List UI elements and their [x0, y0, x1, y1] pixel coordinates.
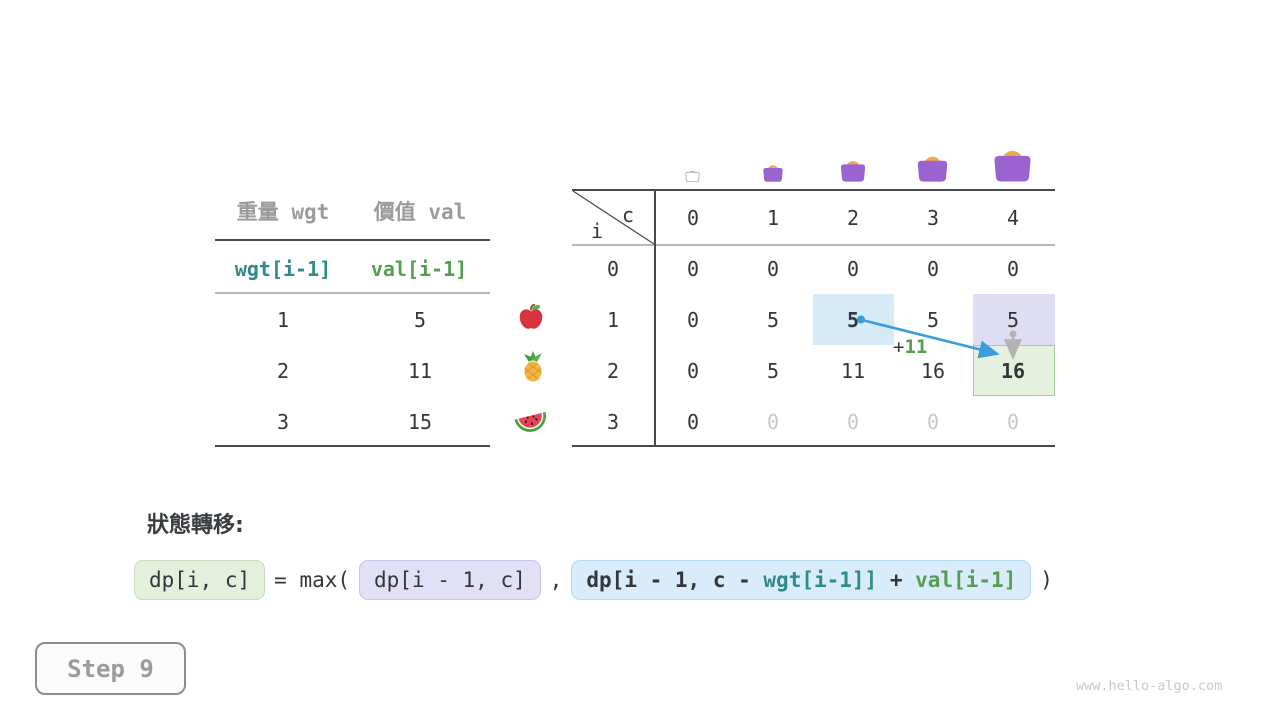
dp-row-header: 2	[606, 359, 620, 383]
dp-cell: 0	[766, 257, 780, 281]
formula-operator: = max(	[274, 568, 351, 592]
left-table-cell: 11	[407, 359, 433, 383]
left-table-cell: 3	[276, 410, 290, 434]
dp-col-header: 4	[1006, 206, 1020, 230]
arg2-plus: +	[877, 568, 916, 592]
left-table-val-index: val[i-1]	[370, 257, 468, 281]
dp-cell: 5	[1006, 308, 1020, 332]
formula-close-paren: )	[1040, 568, 1053, 592]
apple-icon	[519, 303, 543, 329]
formula-arg1-box: dp[i - 1, c]	[359, 560, 541, 600]
bag-xlarge-icon	[990, 139, 1035, 182]
dp-row-header: 0	[606, 257, 620, 281]
left-table-cell: 15	[407, 410, 433, 434]
dp-cell-target: 16	[1000, 359, 1026, 383]
dp-cell: 0	[686, 308, 700, 332]
dp-cell: 16	[920, 359, 946, 383]
left-table-rule-top	[215, 239, 490, 241]
left-table-rule-bottom	[215, 445, 490, 447]
dp-cell: 0	[686, 410, 700, 434]
dp-cell: 0	[926, 257, 940, 281]
dp-cell: 0	[686, 257, 700, 281]
watermark: www.hello-algo.com	[1076, 678, 1223, 694]
dp-cell: 5	[766, 308, 780, 332]
dp-row-header: 1	[606, 308, 620, 332]
arg2-wgt-term: wgt[i-1]]	[763, 568, 878, 592]
dp-table-rule-bottom	[572, 445, 1055, 447]
step-button[interactable]: Step 9	[35, 642, 186, 695]
dp-table-rule-header	[572, 244, 1055, 246]
dp-cell: 0	[686, 359, 700, 383]
dp-table-rule-vertical	[654, 189, 656, 447]
added-value: 11	[904, 336, 928, 358]
left-table-cell: 2	[276, 359, 290, 383]
transition-annotation: +11	[893, 336, 927, 358]
dp-cell: 0	[1006, 257, 1020, 281]
left-table-wgt-index: wgt[i-1]	[234, 257, 332, 281]
dp-row-var-label: i	[590, 219, 604, 243]
bag-outline-icon	[685, 170, 700, 182]
plus-sign: +	[893, 336, 905, 358]
dp-col-header: 2	[846, 206, 860, 230]
formula-heading: 狀態轉移:	[147, 513, 244, 538]
left-table-cell: 5	[413, 308, 427, 332]
dp-row-header: 3	[606, 410, 620, 434]
dp-cell: 0	[846, 257, 860, 281]
dp-col-header: 1	[766, 206, 780, 230]
dp-col-header: 3	[926, 206, 940, 230]
formula-lhs-box: dp[i, c]	[134, 560, 266, 600]
header-diagonal-line	[572, 190, 655, 245]
pineapple-icon	[524, 351, 542, 382]
dp-cell: 0	[1006, 410, 1020, 434]
dp-cell-source: 5	[846, 308, 860, 332]
formula-separator: ,	[549, 568, 563, 592]
left-table-rule-middle	[215, 292, 490, 294]
formula-arg2-box: dp[i - 1, c - wgt[i-1]] + val[i-1]	[571, 560, 1032, 600]
dp-cell: 5	[926, 308, 940, 332]
bag-large-icon	[914, 147, 951, 182]
state-transition-formula: dp[i, c] = max( dp[i - 1, c] , dp[i - 1,…	[134, 560, 1062, 600]
dp-cell: 11	[840, 359, 866, 383]
dp-cell: 0	[846, 410, 860, 434]
left-table-header-weight: 重量 wgt	[236, 200, 330, 224]
dp-cell: 5	[766, 359, 780, 383]
watermelon-icon	[514, 411, 546, 432]
arg2-val-term: val[i-1]	[915, 568, 1017, 592]
bag-small-icon	[761, 165, 785, 182]
arg2-prefix: dp[i - 1, c -	[586, 568, 764, 592]
bag-medium-icon	[839, 161, 867, 182]
dp-table-rule-top	[572, 189, 1055, 191]
dp-col-header: 0	[686, 206, 700, 230]
left-table-cell: 1	[276, 308, 290, 332]
dp-cell: 0	[766, 410, 780, 434]
left-table-header-value: 價值 val	[373, 200, 467, 224]
dp-cell: 0	[926, 410, 940, 434]
dp-col-var-label: c	[621, 203, 635, 227]
